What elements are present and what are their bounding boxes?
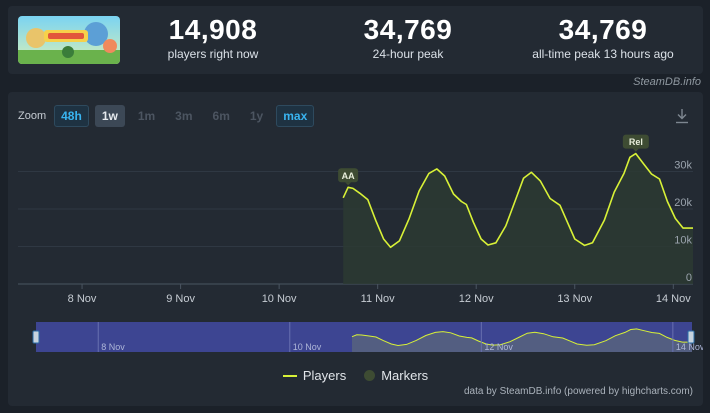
zoom-max-button[interactable]: max — [276, 105, 315, 127]
navigator-tick-label: 12 Nov — [484, 342, 513, 352]
navigator-left-handle[interactable] — [32, 330, 40, 344]
navigator-line — [351, 328, 692, 347]
legend-markers[interactable]: Markers — [364, 368, 428, 383]
x-tick-label: 14 Nov — [656, 293, 691, 305]
marker-pointer — [345, 182, 352, 186]
steamdb-source-link[interactable]: SteamDB.info — [633, 76, 701, 88]
chart-markers: AA Rel — [338, 134, 649, 186]
navigator-right-handle[interactable] — [687, 330, 695, 344]
zoom-3m-button: 3m — [175, 109, 193, 123]
zoom-1m-button: 1m — [137, 109, 156, 123]
chart-area-layer — [342, 152, 693, 284]
x-axis-labels: 8 Nov 9 Nov 10 Nov 11 Nov 12 Nov 13 Nov 14 Nov — [68, 293, 692, 305]
zoom-controls: Zoom 48h 1w 1m 3m 6m 1y max — [18, 105, 315, 127]
y-tick-label: 0 — [686, 272, 692, 284]
stat-24h-peak: 34,769 24-hour peak — [333, 14, 483, 61]
players-series-line[interactable] — [342, 152, 693, 249]
legend-players-label: Players — [302, 368, 347, 383]
zoom-6m-button: 6m — [212, 109, 230, 123]
navigator-tick-label: 10 Nov — [293, 342, 322, 352]
all-time-peak-value: 34,769 — [558, 14, 648, 45]
marker-label: Rel — [629, 137, 643, 147]
zoom-1y-button: 1y — [249, 109, 264, 123]
stat-current-players: 14,908 players right now — [148, 14, 278, 61]
marker-badge[interactable] — [338, 168, 359, 183]
x-tick-label: 10 Nov — [262, 293, 297, 305]
marker-badge[interactable] — [622, 134, 649, 149]
y-tick-label: 10k — [674, 235, 692, 247]
navigator-series — [351, 328, 692, 352]
legend-line-icon — [282, 374, 297, 377]
zoom-48h-button[interactable]: 48h — [54, 105, 89, 127]
chart-legend: Players Markers — [8, 368, 703, 383]
stats-panel: 14,908 players right now 34,769 24-hour … — [8, 6, 703, 74]
x-tick-label: 12 Nov — [459, 293, 494, 305]
y-tick-label: 20k — [674, 197, 692, 209]
players-area-fill — [343, 153, 693, 284]
x-tick-label: 8 Nov — [68, 293, 97, 305]
navigator-labels: 8 Nov 10 Nov 12 Nov 14 Nov — [97, 322, 703, 352]
zoom-label: Zoom — [18, 110, 47, 122]
player-count-chart[interactable]: 0 10k 20k 30k 8 Nov 9 Nov 10 Nov 11 Nov 12 Nov 1… — [8, 92, 703, 322]
x-tick-label: 9 Nov — [166, 293, 195, 305]
navigator-tick-label: 8 Nov — [101, 342, 125, 352]
stat-all-time-peak: 34,769 all-time peak 13 hours ago — [513, 14, 693, 61]
peak-24h-value: 34,769 — [363, 14, 453, 45]
chart-navigator[interactable]: 8 Nov 10 Nov 12 Nov 14 Nov — [8, 320, 703, 360]
chart-credit[interactable]: data by SteamDB.info (powered by highcha… — [464, 386, 693, 397]
y-tick-label: 30k — [674, 160, 692, 172]
zoom-1w-button[interactable]: 1w — [94, 105, 125, 127]
marker-label: AA — [342, 171, 355, 181]
game-thumbnail[interactable] — [18, 16, 120, 64]
download-icon[interactable] — [675, 108, 689, 124]
all-time-peak-label: all-time peak 13 hours ago — [532, 47, 674, 61]
x-tick-label: 13 Nov — [557, 293, 592, 305]
legend-players[interactable]: Players — [282, 368, 347, 383]
legend-markers-label: Markers — [381, 368, 429, 383]
game-capsule-art-icon — [18, 16, 120, 64]
navigator-area — [352, 328, 692, 352]
marker-pointer — [632, 148, 639, 152]
player-chart-panel: Zoom 48h 1w 1m 3m 6m 1y max 0 10k 20k 30k 8… — [8, 92, 703, 406]
peak-24h-label: 24-hour peak — [372, 47, 444, 61]
x-tick-label: 11 Nov — [361, 293, 396, 305]
legend-dot-icon — [364, 370, 376, 381]
current-players-label: players right now — [167, 47, 259, 61]
navigator-tick-label: 14 Nov — [676, 342, 703, 352]
current-players-value: 14,908 — [168, 14, 258, 45]
y-axis-labels: 0 10k 20k 30k — [674, 160, 692, 285]
